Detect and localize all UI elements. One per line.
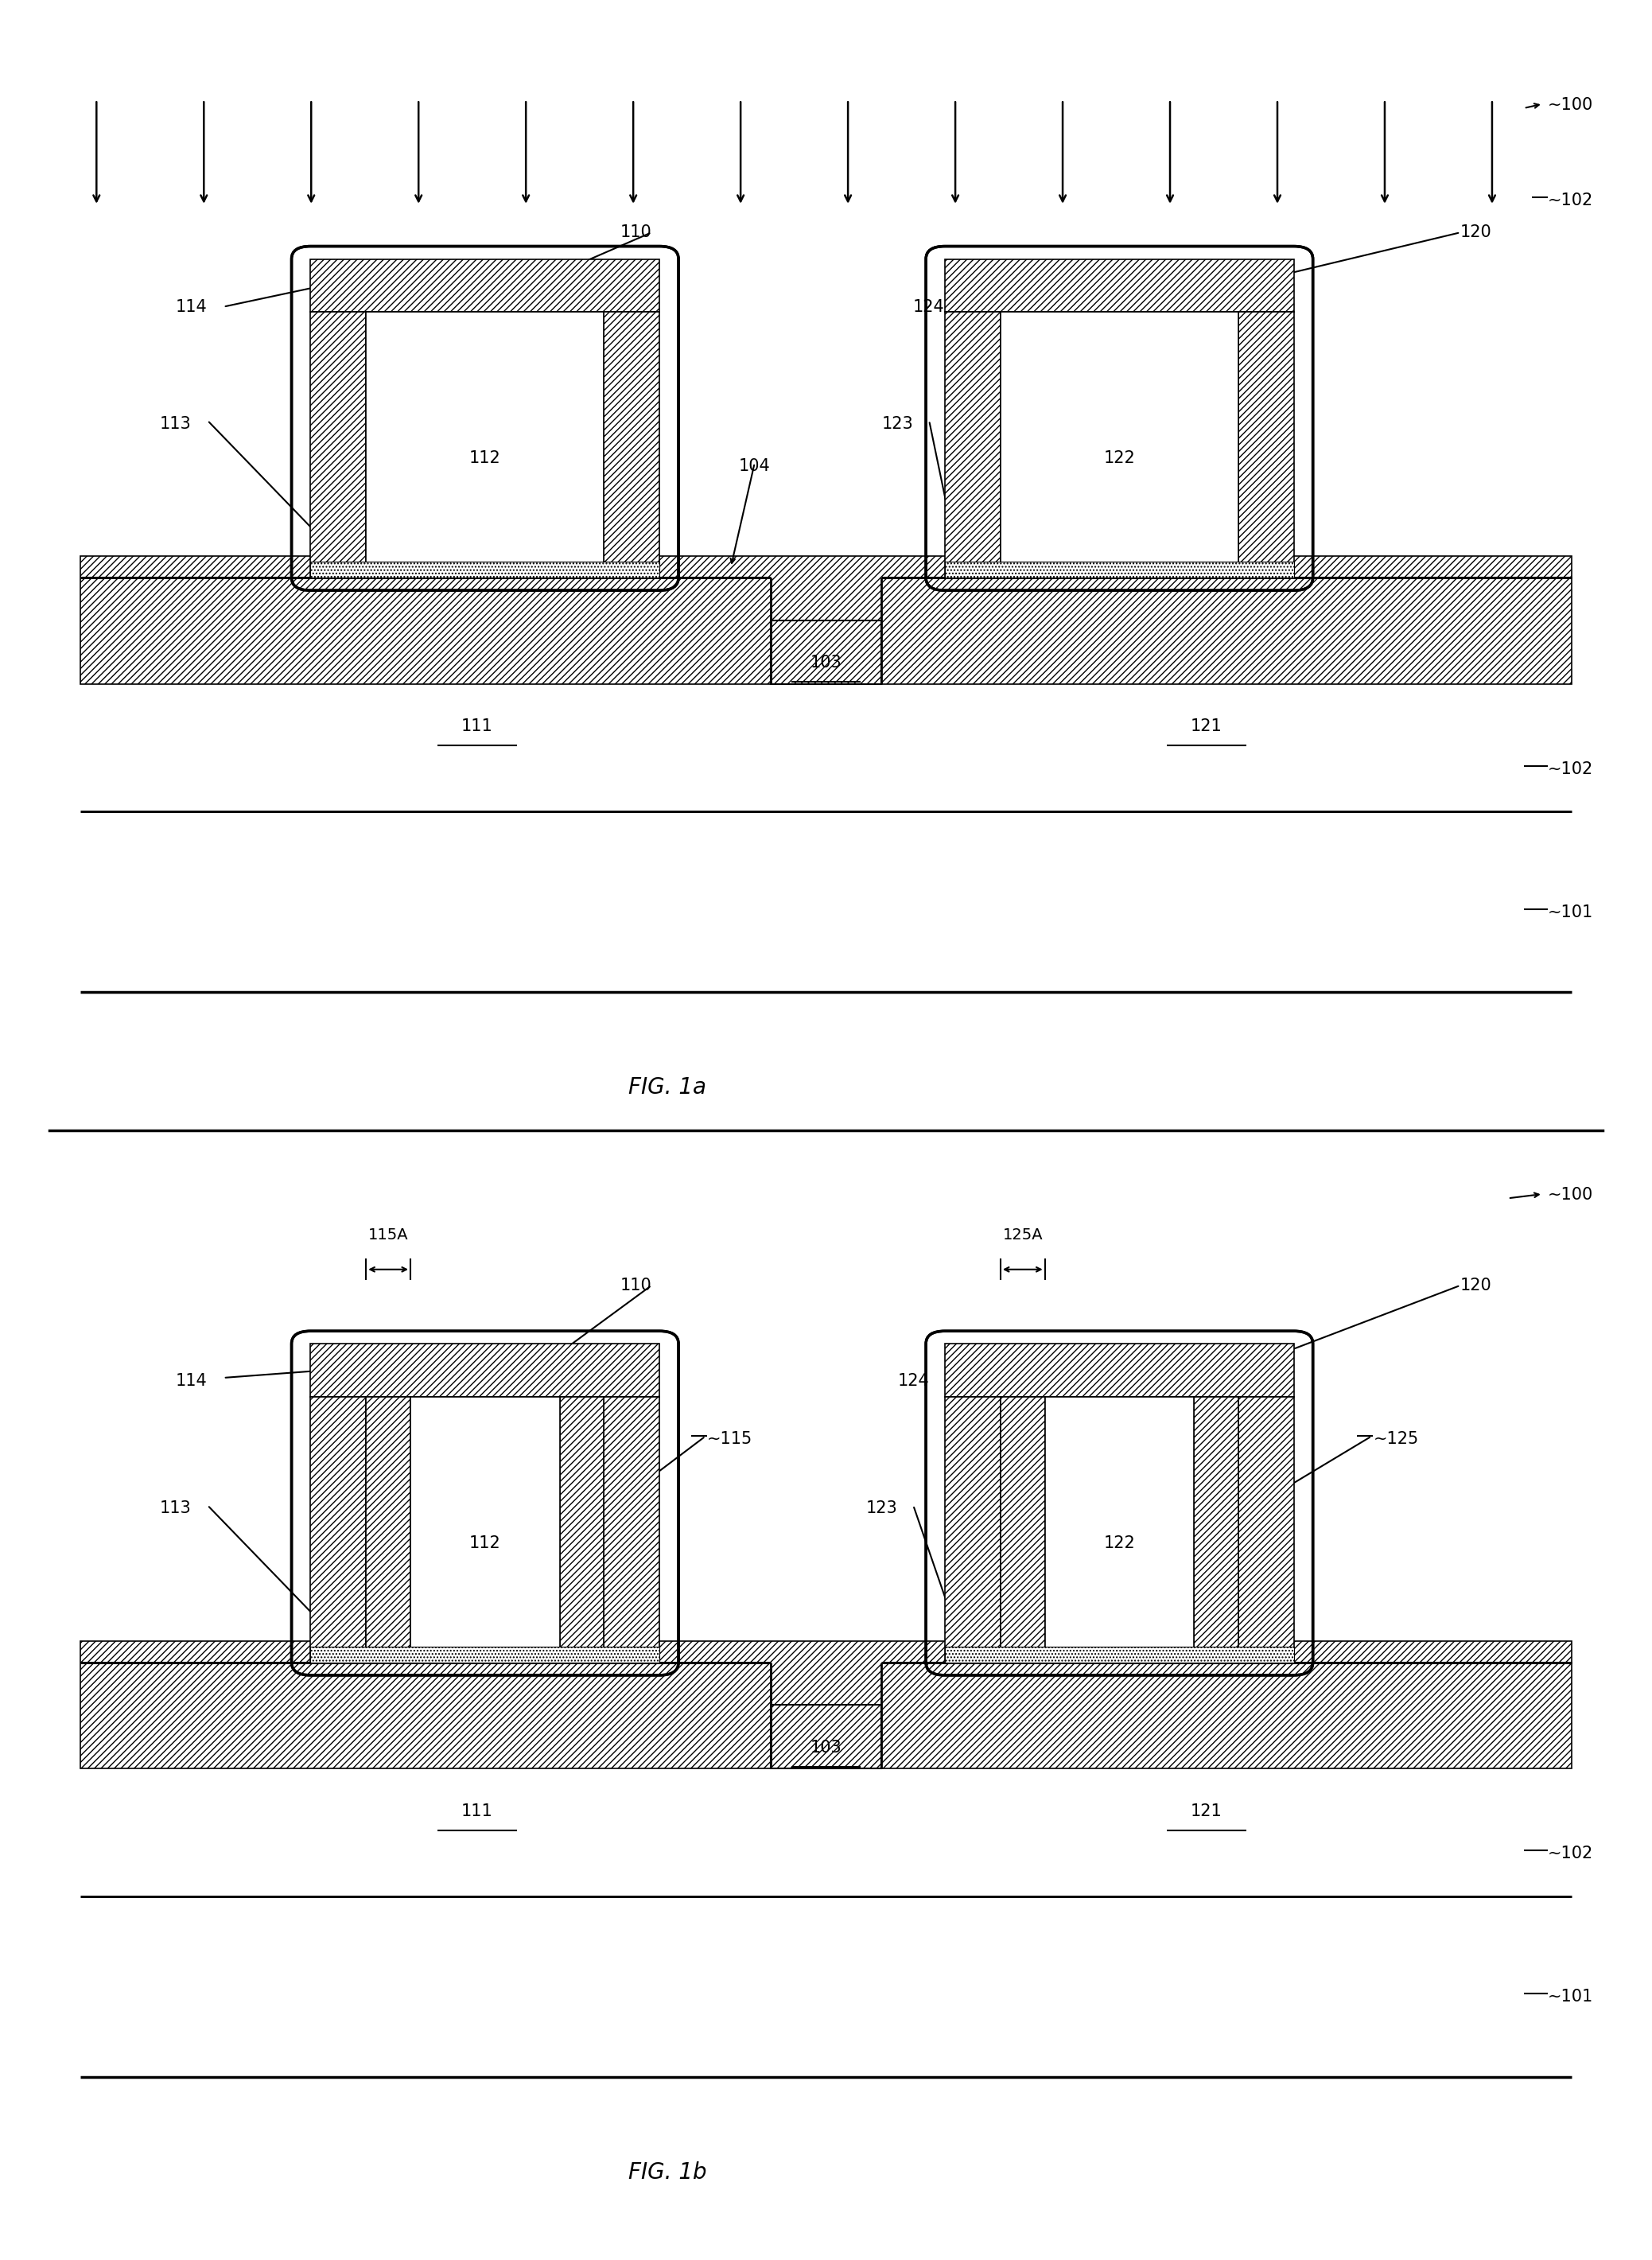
Bar [560,1397,605,1663]
Bar [945,312,1001,579]
Text: 123: 123 [866,1501,897,1516]
Bar [1001,1397,1044,1663]
Bar [1044,1397,1194,1663]
Bar [311,1345,659,1397]
Text: 113: 113 [160,416,192,432]
Text: ~125: ~125 [1373,1431,1419,1446]
Text: 110: 110 [620,224,651,240]
Bar [945,260,1294,312]
Text: 112: 112 [469,450,501,466]
Text: ~101: ~101 [1548,1989,1593,2005]
Text: ~100: ~100 [1548,1186,1593,1202]
Bar [770,1704,882,1770]
Text: ~102: ~102 [1548,192,1593,208]
Text: 114: 114 [175,298,208,314]
Text: 123: 123 [882,416,914,432]
Text: FIG. 1a: FIG. 1a [628,1076,707,1098]
Bar [311,563,659,579]
Bar [945,563,1294,579]
Text: 121: 121 [1191,1803,1222,1819]
Text: 111: 111 [461,719,492,734]
Bar [1001,312,1239,579]
Bar [81,556,1571,685]
Bar [770,619,882,685]
Bar [605,312,659,579]
Text: 120: 120 [1460,1277,1492,1293]
Text: 104: 104 [738,459,770,475]
Text: ~102: ~102 [1548,762,1593,777]
Bar [367,1397,410,1663]
Text: 125A: 125A [1003,1227,1042,1243]
Text: 122: 122 [1104,450,1135,466]
Bar [605,1397,659,1663]
Bar [81,1641,1571,1770]
Bar [367,312,605,579]
Bar [311,1648,659,1663]
Bar [311,1397,367,1663]
Text: ~101: ~101 [1548,904,1593,920]
Text: 124: 124 [897,1374,928,1390]
Bar [945,1648,1294,1663]
Text: 103: 103 [809,1740,843,1756]
Text: 111: 111 [461,1803,492,1819]
Text: ~115: ~115 [707,1431,753,1446]
Text: 114: 114 [175,1374,208,1390]
Bar [410,1397,560,1663]
Text: 113: 113 [160,1501,192,1516]
Text: 124: 124 [914,298,945,314]
Text: FIG. 1b: FIG. 1b [628,2161,707,2183]
Bar [945,1397,1001,1663]
Bar [311,260,659,312]
Text: 115A: 115A [368,1227,408,1243]
Text: 120: 120 [1460,224,1492,240]
Bar [945,1345,1294,1397]
Bar [1239,1397,1294,1663]
Text: ~100: ~100 [1548,97,1593,113]
Text: ~102: ~102 [1548,1846,1593,1862]
Text: 103: 103 [809,655,843,671]
Text: 112: 112 [469,1535,501,1550]
Bar [311,312,367,579]
Bar [1239,312,1294,579]
Bar [1194,1397,1239,1663]
Text: 121: 121 [1191,719,1222,734]
Text: 110: 110 [620,1277,651,1293]
Text: 122: 122 [1104,1535,1135,1550]
